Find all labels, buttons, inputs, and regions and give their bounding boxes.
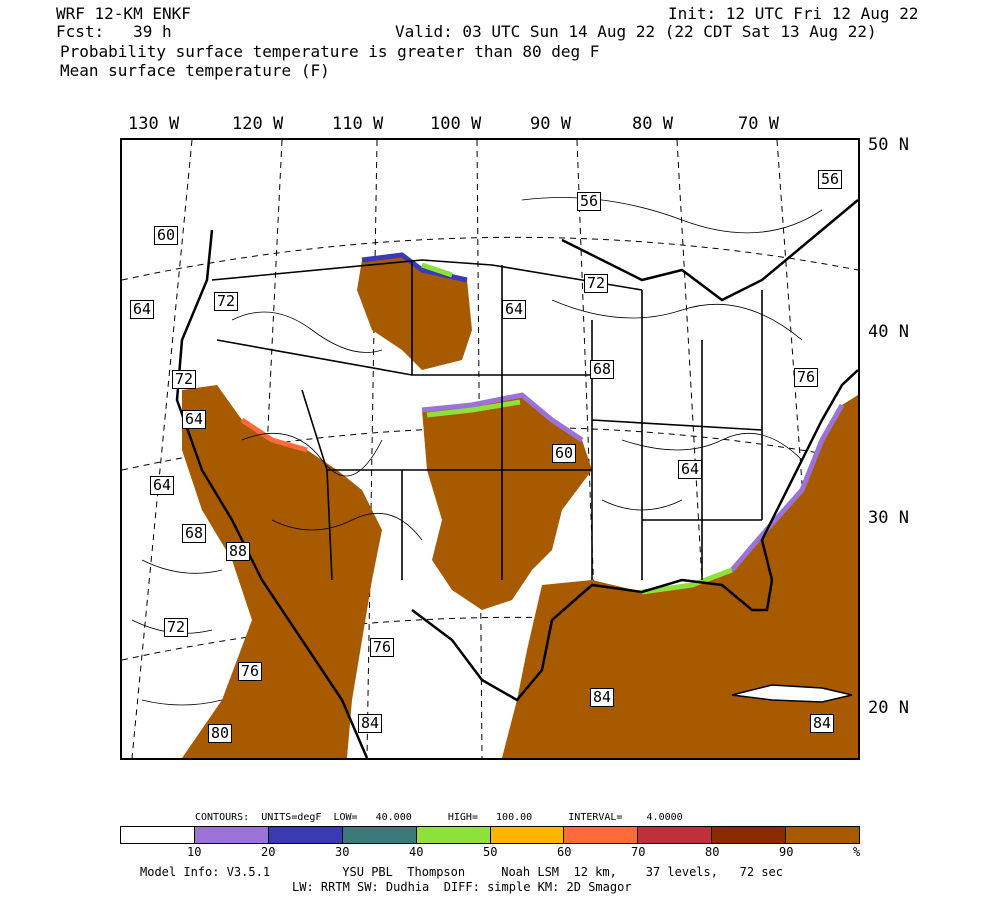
colorbar-tick: 60 [557,845,572,859]
map-panel: 60 64 72 72 64 64 68 88 72 76 80 84 76 5… [120,138,860,760]
valid-time: Valid: 03 UTC Sun 14 Aug 22 (22 CDT Sat … [395,22,877,41]
lon-label: 70 W [738,114,779,134]
contour-label: 72 [164,618,189,637]
colorbar-swatch [342,827,417,843]
warm-region-plains [422,395,592,610]
colorbar-tick: 40 [409,845,424,859]
contour-label: 64 [150,476,175,495]
lon-label: 100 W [430,114,482,134]
lat-label: 50 N [868,135,909,155]
contour-label: 68 [182,524,207,543]
probability-edges [240,252,845,595]
contour-description: Mean surface temperature (F) [60,61,330,80]
colorbar-swatch [121,827,195,843]
contour-label: 64 [130,300,155,319]
contour-label: 56 [818,170,843,189]
colorbar-swatch [638,827,713,843]
contour-label: 60 [154,226,179,245]
contour-label: 72 [214,292,239,311]
colorbar-swatch [194,827,269,843]
contour-label: 60 [552,444,577,463]
colorbar-tick: 30 [335,845,350,859]
field-description: Probability surface temperature is great… [60,42,600,61]
model-info: Model Info: V3.5.1 YSU PBL Thompson Noah… [140,865,783,879]
contour-label: 64 [678,460,703,479]
lon-label: 130 W [128,114,180,134]
colorbar-tick: 10 [187,845,202,859]
warm-region-southwest [182,385,382,758]
contour-info: CONTOURS: UNITS=degF LOW= 40.000 HIGH= 1… [195,812,683,823]
contour-label: 76 [238,662,263,681]
contour-label: 68 [590,360,615,379]
lat-label: 20 N [868,698,909,718]
lat-label: 30 N [868,508,909,528]
colorbar-tick: 50 [483,845,498,859]
colorbar-swatch [564,827,639,843]
colorbar [120,826,860,844]
contour-label: 76 [794,368,819,387]
temperature-contours [131,197,823,706]
colorbar-tick: 70 [631,845,646,859]
contour-label: 72 [584,274,609,293]
contour-label: 84 [810,714,835,733]
colorbar-swatch [786,827,860,843]
colorbar-tick: % [853,845,861,859]
contour-label: 88 [226,542,251,561]
contour-label: 80 [208,724,233,743]
colorbar-swatch [416,827,491,843]
contour-label: 56 [577,192,602,211]
contour-label: 64 [182,410,207,429]
contour-label: 84 [590,688,615,707]
model-title: WRF 12-KM ENKF [56,4,191,23]
colorbar-swatch [712,827,787,843]
colorbar-tick: 90 [779,845,794,859]
colorbar-swatch [490,827,565,843]
contour-label: 72 [172,370,197,389]
init-time: Init: 12 UTC Fri 12 Aug 22 [668,4,919,23]
warm-region-north [357,255,472,370]
lon-label: 110 W [332,114,384,134]
lon-label: 90 W [530,114,571,134]
forecast-hour: Fcst: 39 h [56,22,172,41]
lon-label: 120 W [232,114,284,134]
colorbar-swatch [268,827,343,843]
warm-region-gulf [502,395,858,758]
map-graphics [122,140,858,758]
island-cuba [731,684,853,703]
colorbar-tick: 80 [705,845,720,859]
lon-label: 80 W [632,114,673,134]
colorbar-tick: 20 [261,845,276,859]
contour-label: 84 [358,714,383,733]
lat-label: 40 N [868,322,909,342]
contour-label: 76 [370,638,395,657]
physics-info: LW: RRTM SW: Dudhia DIFF: simple KM: 2D … [292,880,632,894]
contour-label: 64 [502,300,527,319]
